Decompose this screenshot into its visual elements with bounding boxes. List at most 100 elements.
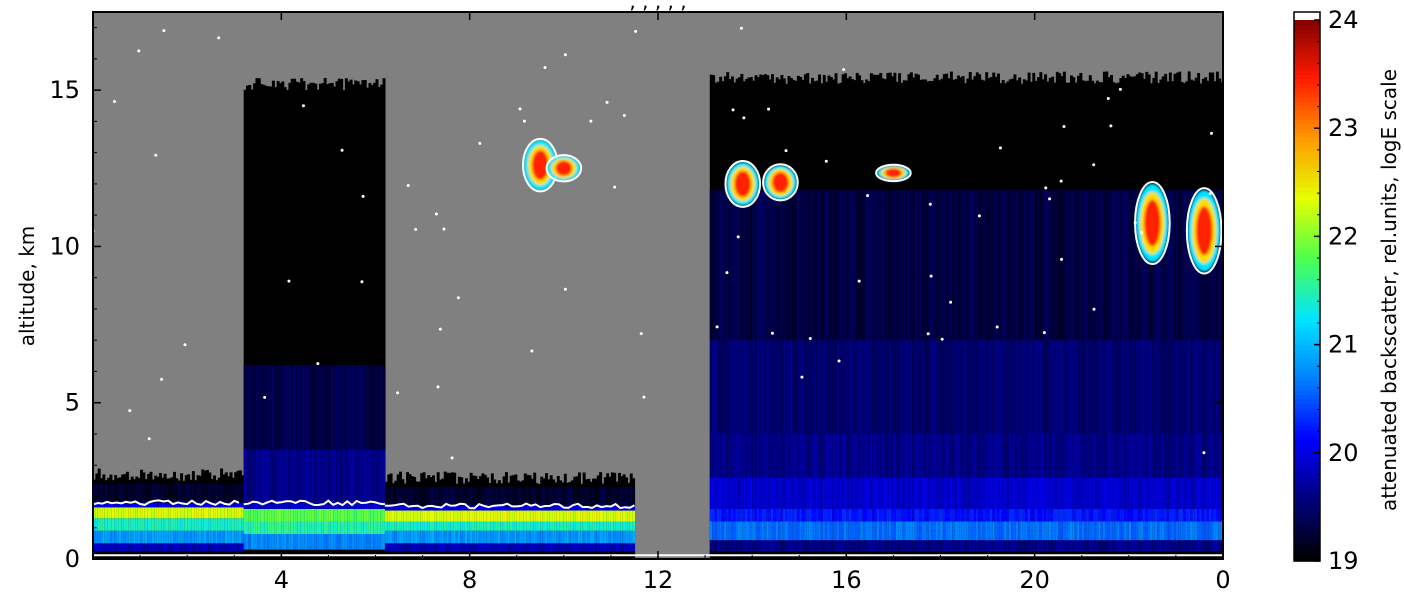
backscatter-band <box>716 190 720 341</box>
backscatter-band <box>448 543 452 552</box>
backscatter-band <box>924 433 927 478</box>
backscatter-band <box>457 505 461 511</box>
backscatter-band <box>1168 508 1172 522</box>
backscatter-band <box>330 449 334 503</box>
colorbar-segment <box>1294 290 1320 296</box>
backscatter-band <box>1190 340 1193 434</box>
backscatter-band <box>361 521 365 534</box>
backscatter-band <box>453 505 457 511</box>
backscatter-band <box>479 487 483 506</box>
backscatter-band <box>940 508 944 522</box>
colorbar-segment <box>1294 466 1320 472</box>
backscatter-band <box>775 521 779 541</box>
backscatter-band <box>1152 433 1156 478</box>
backscatter-band <box>347 502 351 509</box>
backscatter-band <box>860 340 864 434</box>
backscatter-band <box>323 521 327 534</box>
backscatter-band <box>1110 508 1113 522</box>
backscatter-band <box>1215 340 1219 434</box>
backscatter-band <box>1074 540 1078 552</box>
backscatter-band <box>726 508 730 522</box>
backscatter-band <box>617 487 621 506</box>
backscatter-band <box>375 449 379 503</box>
backscatter-band <box>585 543 588 552</box>
backscatter-band <box>909 477 913 509</box>
backscatter-band <box>1037 433 1040 478</box>
backscatter-band <box>978 521 982 541</box>
backscatter-band <box>340 508 344 522</box>
backscatter-band <box>980 190 984 341</box>
backscatter-band <box>839 521 843 541</box>
backscatter-band <box>874 433 878 478</box>
backscatter-band <box>104 518 108 531</box>
backscatter-band <box>521 521 525 531</box>
backscatter-band <box>853 340 857 434</box>
colorbar-segment <box>1294 394 1320 400</box>
backscatter-band <box>182 530 186 544</box>
backscatter-band <box>749 508 753 522</box>
colorbar-segment <box>1294 502 1320 508</box>
backscatter-band <box>759 340 763 434</box>
backscatter-band <box>1213 477 1217 509</box>
backscatter-band <box>1077 477 1080 509</box>
backscatter-band <box>436 505 440 511</box>
backscatter-band <box>189 530 193 544</box>
backscatter-band <box>387 505 391 511</box>
backscatter-band <box>858 340 862 434</box>
backscatter-band <box>165 543 169 552</box>
speckle <box>340 148 344 152</box>
backscatter-band <box>895 433 899 478</box>
backscatter-band <box>1067 508 1071 522</box>
backscatter-band <box>559 521 563 531</box>
backscatter-band <box>973 521 977 541</box>
backscatter-band <box>351 508 355 522</box>
weak-signal-column <box>262 84 266 559</box>
backscatter-band <box>888 433 892 478</box>
backscatter-band <box>905 521 909 541</box>
colorbar-label: attenuated backscatter, rel.units, logE … <box>1377 69 1401 511</box>
backscatter-band <box>832 521 836 541</box>
backscatter-band <box>1131 190 1135 341</box>
backscatter-band <box>1190 508 1193 522</box>
y-tick-label: 5 <box>65 389 80 417</box>
backscatter-band <box>427 521 431 531</box>
weak-signal-column <box>354 80 358 556</box>
backscatter-band <box>582 543 586 552</box>
backscatter-band <box>382 449 386 503</box>
backscatter-band <box>391 543 395 552</box>
boundary-layer-contour <box>243 499 386 507</box>
backscatter-band <box>1218 521 1222 541</box>
backscatter-band <box>460 543 464 552</box>
backscatter-band <box>1074 508 1078 522</box>
backscatter-band <box>311 533 315 550</box>
backscatter-band <box>933 540 937 552</box>
colorbar-segment <box>1294 168 1320 174</box>
backscatter-band <box>714 433 718 478</box>
backscatter-band <box>1015 508 1019 522</box>
backscatter-band <box>926 340 930 434</box>
backscatter-band <box>481 530 485 544</box>
backscatter-band <box>980 508 984 522</box>
backscatter-band <box>213 483 217 503</box>
backscatter-band <box>255 533 259 550</box>
backscatter-band <box>869 540 873 552</box>
backscatter-band <box>1048 540 1052 552</box>
backscatter-band <box>900 477 904 509</box>
backscatter-band <box>495 487 499 506</box>
backscatter-band <box>441 530 445 544</box>
backscatter-band <box>274 365 278 450</box>
weak-signal-column <box>286 89 289 559</box>
backscatter-band <box>1192 521 1196 541</box>
backscatter-band <box>825 340 829 434</box>
backscatter-band <box>1145 340 1149 434</box>
backscatter-band <box>260 521 264 534</box>
backscatter-band <box>1034 521 1038 541</box>
backscatter-band <box>928 340 932 434</box>
backscatter-band <box>1168 521 1172 541</box>
backscatter-band <box>111 507 115 519</box>
backscatter-band <box>888 477 892 509</box>
backscatter-band <box>759 540 763 552</box>
backscatter-band <box>1124 540 1128 552</box>
backscatter-band <box>775 190 779 341</box>
backscatter-band <box>1208 477 1212 509</box>
